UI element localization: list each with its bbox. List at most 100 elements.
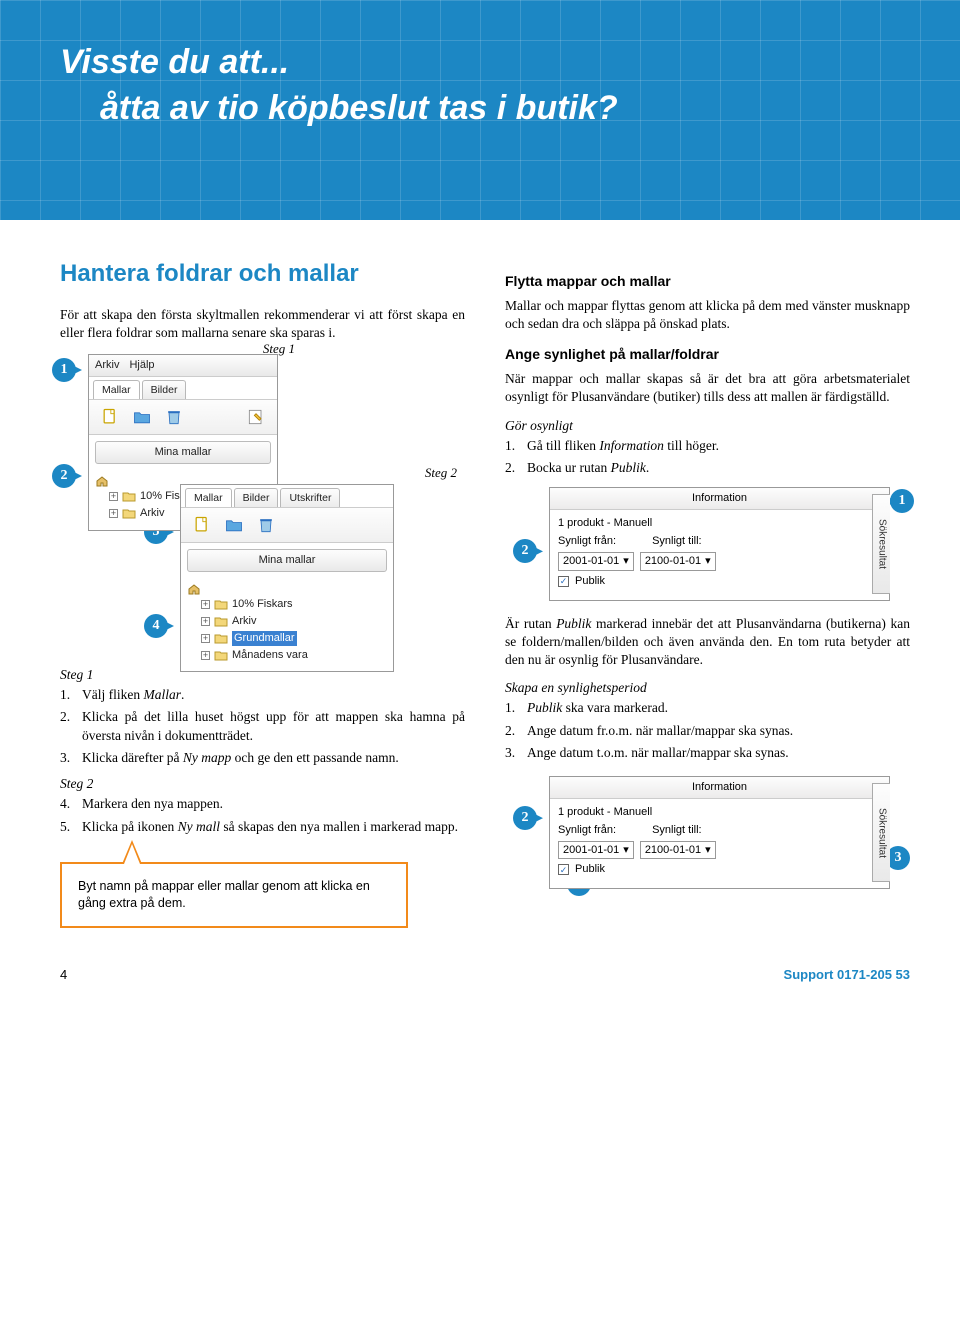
gor-osynligt-steps: 1.Gå till fliken Information till höger.… <box>505 437 910 477</box>
syn-till-label: Synligt till: <box>652 534 702 549</box>
tree-grund[interactable]: +Grundmallar <box>187 630 387 647</box>
shot1-band[interactable]: Mina mallar <box>95 441 271 464</box>
shot1-tabs: Mallar Bilder <box>89 377 277 399</box>
new-folder-icon[interactable] <box>131 406 153 428</box>
tab-utskrifter[interactable]: Utskrifter <box>280 488 340 507</box>
tree-fiskars[interactable]: +10% Fiskars <box>187 596 387 613</box>
step-item: 4.Markera den nya mappen. <box>60 795 465 813</box>
steps2-heading: Steg 2 <box>60 775 465 793</box>
expand-icon[interactable]: + <box>109 509 118 518</box>
publik-checkbox[interactable]: ✓ <box>558 864 569 875</box>
info-prod: 1 produkt - Manuell <box>558 516 865 531</box>
info-title: Information <box>550 488 889 510</box>
gor-osynligt-label: Gör osynligt <box>505 417 910 435</box>
tip-box: Byt namn på mappar eller mallar genom at… <box>60 862 408 928</box>
skapa-label: Skapa en synlighetsperiod <box>505 679 910 697</box>
callout-r1: 1 <box>890 489 914 513</box>
banner: Visste du att... åtta av tio köpbeslut t… <box>0 0 960 220</box>
step-item: 1.Välj fliken Mallar. <box>60 686 465 704</box>
page-number: 4 <box>60 966 67 984</box>
banner-line1: Visste du att... <box>60 40 960 86</box>
tree-label: Arkiv <box>232 614 256 629</box>
shot2-tabs: Mallar Bilder Utskrifter <box>181 485 393 507</box>
banner-line2: åtta av tio köpbeslut tas i butik? <box>60 86 960 132</box>
callout-r2: 2 <box>513 539 537 563</box>
new-doc-icon[interactable] <box>191 514 213 536</box>
folder-icon <box>214 632 228 644</box>
right-h1: Flytta mappar och mallar <box>505 272 910 291</box>
folder-icon <box>122 490 136 502</box>
footer: 4 Support 0171-205 53 <box>0 948 960 1008</box>
step-item: 2.Ange datum fr.o.m. när mallar/mappar s… <box>505 722 910 740</box>
menu-hjalp[interactable]: Hjälp <box>129 358 154 373</box>
info-title: Information <box>550 777 889 799</box>
new-folder-icon[interactable] <box>223 514 245 536</box>
info-sidetab[interactable]: Sökresultat <box>872 494 890 593</box>
info-panel-2: Sökresultat Information 1 produkt - Manu… <box>549 776 890 889</box>
tree-arkiv-label: Arkiv <box>140 506 164 521</box>
callout-2: 2 <box>52 464 76 488</box>
step-item: 1.Publik ska vara markerad. <box>505 699 910 717</box>
home-icon <box>95 475 109 487</box>
shot2-tree: +10% Fiskars +Arkiv +Grundmallar +Månade… <box>181 578 393 671</box>
left-title: Hantera foldrar och mallar <box>60 260 465 288</box>
expand-icon[interactable]: + <box>109 492 118 501</box>
screenshot-2: Mallar Bilder Utskrifter Mina mallar +10… <box>180 484 394 672</box>
folder-icon <box>214 598 228 610</box>
folder-icon <box>122 507 136 519</box>
tree-label: 10% Fiskars <box>232 597 293 612</box>
left-intro: För att skapa den första skyltmallen rek… <box>60 306 465 342</box>
step-item: 3.Klicka därefter på Ny mapp och ge den … <box>60 749 465 767</box>
screenshot-wrap: Steg 1 1 2 3 5 4 Arkiv Hjälp Mallar Bild… <box>60 352 465 652</box>
publik-label: Publik <box>575 862 605 877</box>
content-columns: Hantera foldrar och mallar För att skapa… <box>0 220 960 948</box>
syn-fran-label: Synligt från: <box>558 823 616 838</box>
right-p2: När mappar och mallar skapas så är det b… <box>505 370 910 406</box>
info-sidetab[interactable]: Sökresultat <box>872 783 890 882</box>
info-prod: 1 produkt - Manuell <box>558 805 865 820</box>
date-from[interactable]: 2001-01-01▾ <box>558 841 634 860</box>
date-from[interactable]: 2001-01-01▾ <box>558 552 634 571</box>
trash-icon[interactable] <box>255 514 277 536</box>
shot2-band[interactable]: Mina mallar <box>187 549 387 572</box>
support-line: Support 0171-205 53 <box>784 966 910 984</box>
callout-4: 4 <box>144 614 168 638</box>
tip-text: Byt namn på mappar eller mallar genom at… <box>78 879 370 910</box>
date-to[interactable]: 2100-01-01▾ <box>640 552 716 571</box>
tree-manad[interactable]: +Månadens vara <box>187 647 387 664</box>
tree-home[interactable] <box>187 582 387 596</box>
tab-bilder[interactable]: Bilder <box>234 488 279 507</box>
publik-label: Publik <box>575 574 605 589</box>
steps1-list: 1.Välj fliken Mallar. 2.Klicka på det li… <box>60 686 465 767</box>
tip-pointer-inner <box>124 844 140 864</box>
date-to[interactable]: 2100-01-01▾ <box>640 841 716 860</box>
skapa-steps: 1.Publik ska vara markerad. 2.Ange datum… <box>505 699 910 762</box>
info-shot2-wrap: 2 1 3 Sökresultat Information 1 produkt … <box>505 776 910 896</box>
new-doc-icon[interactable] <box>99 406 121 428</box>
edit-icon[interactable] <box>245 406 267 428</box>
syn-fran-label: Synligt från: <box>558 534 616 549</box>
folder-icon <box>214 615 228 627</box>
step-item: 2.Bocka ur rutan Publik. <box>505 459 910 477</box>
tree-arkiv[interactable]: +Arkiv <box>187 613 387 630</box>
chevron-down-icon: ▾ <box>623 843 629 858</box>
chevron-down-icon: ▾ <box>623 554 629 569</box>
step-item: 2.Klicka på det lilla huset högst upp fö… <box>60 708 465 744</box>
trash-icon[interactable] <box>163 406 185 428</box>
chevron-down-icon: ▾ <box>705 843 711 858</box>
publik-checkbox[interactable]: ✓ <box>558 576 569 587</box>
tree-label-selected: Grundmallar <box>232 631 297 646</box>
step-item: 1.Gå till fliken Information till höger. <box>505 437 910 455</box>
folder-icon <box>214 649 228 661</box>
menu-arkiv[interactable]: Arkiv <box>95 358 119 373</box>
shot1-menubar: Arkiv Hjälp <box>89 355 277 377</box>
tab-bilder[interactable]: Bilder <box>142 380 187 399</box>
syn-till-label: Synligt till: <box>652 823 702 838</box>
tab-mallar[interactable]: Mallar <box>93 380 140 399</box>
shot2-toolbar <box>181 507 393 543</box>
steps2-list: 4.Markera den nya mappen. 5.Klicka på ik… <box>60 795 465 835</box>
left-column: Hantera foldrar och mallar För att skapa… <box>60 260 465 928</box>
tab-mallar[interactable]: Mallar <box>185 488 232 507</box>
right-h2: Ange synlighet på mallar/foldrar <box>505 345 910 364</box>
right-p1: Mallar och mappar flyttas genom att klic… <box>505 297 910 333</box>
